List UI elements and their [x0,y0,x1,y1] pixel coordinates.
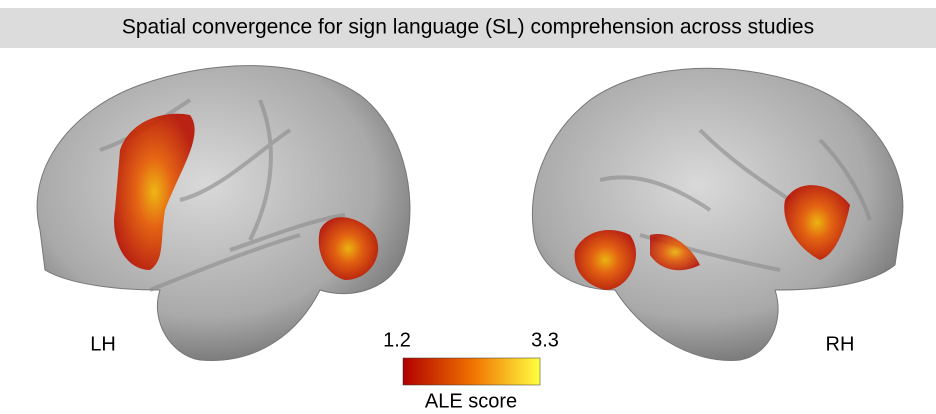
colorbar-max: 3.3 [531,329,559,351]
hemisphere-label: RH [826,333,855,355]
hemisphere-label: LH [90,333,116,355]
title: Spatial convergence for sign language (S… [122,16,814,39]
colorbar [403,358,540,385]
figure-canvas: Spatial convergence for sign language (S… [0,0,936,414]
colorbar-label: ALE score [425,390,517,412]
right-brain [532,68,902,360]
figure: Spatial convergence for sign language (S… [0,0,936,414]
colorbar-min: 1.2 [383,329,411,351]
left-brain [37,66,410,361]
